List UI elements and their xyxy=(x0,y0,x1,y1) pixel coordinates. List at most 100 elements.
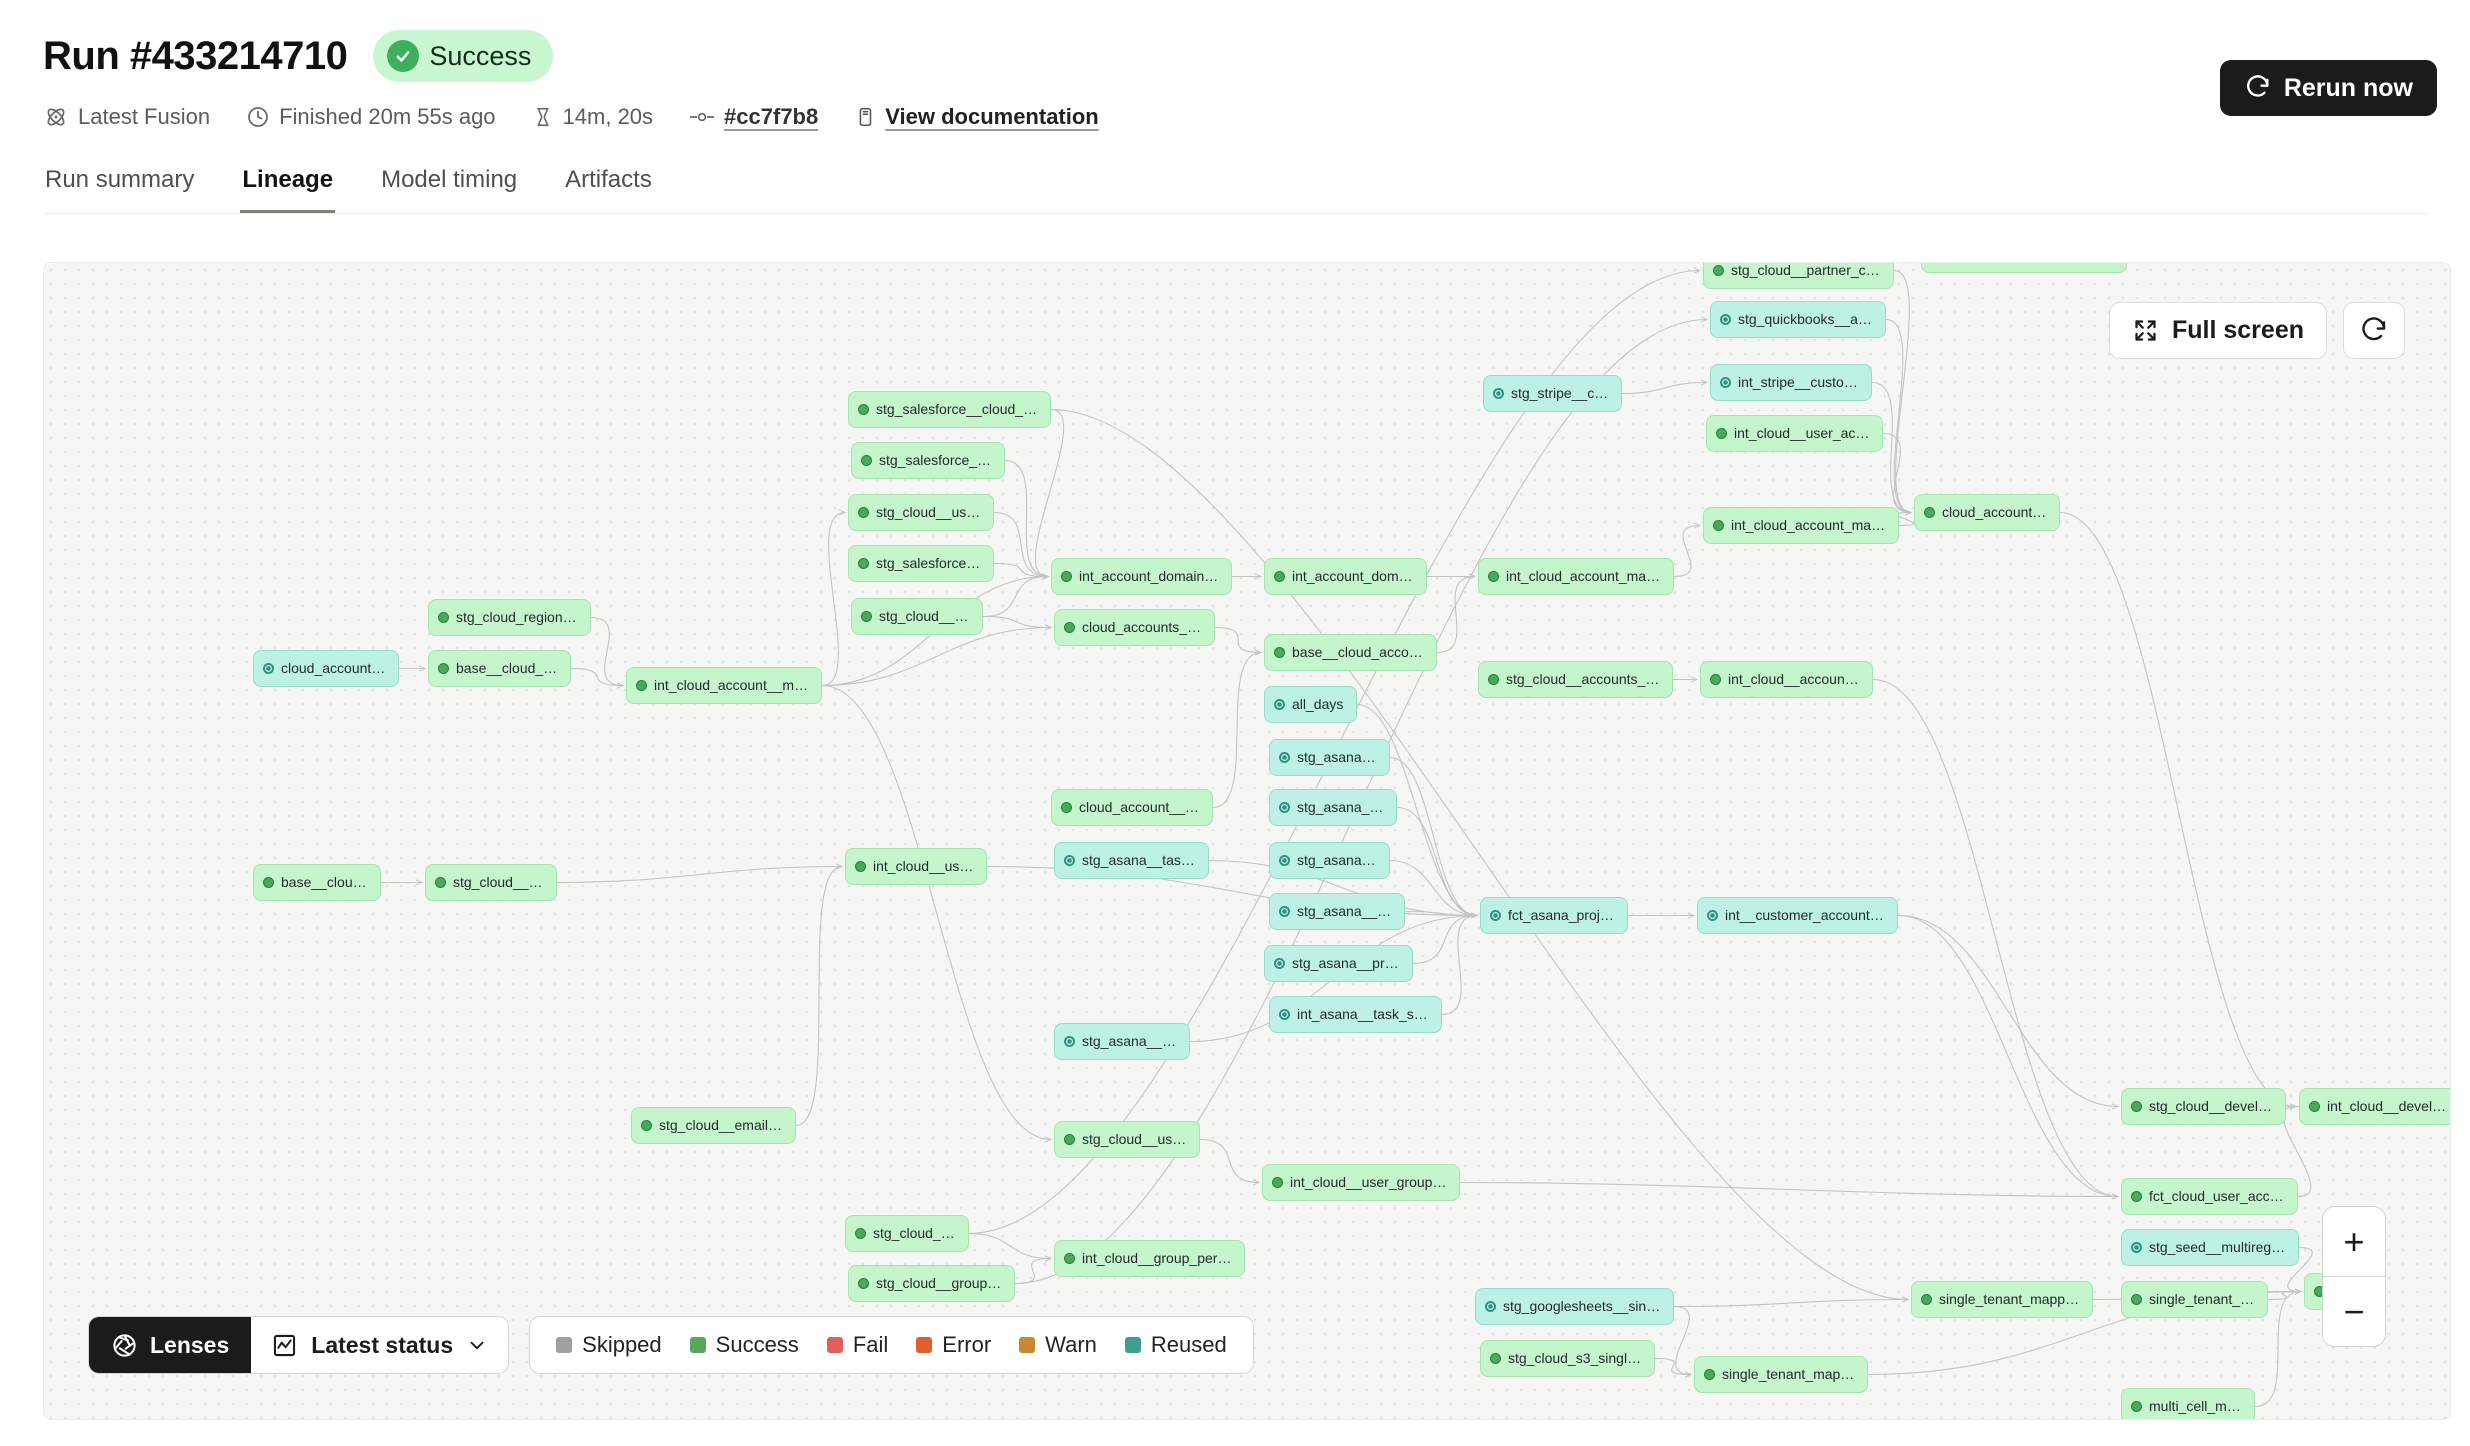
lineage-node[interactable]: stg_asana__… xyxy=(1269,893,1406,930)
success-status-icon xyxy=(1064,1252,1075,1264)
lineage-node[interactable]: int_cloud_account_ma… xyxy=(1478,558,1675,595)
lineage-node[interactable]: stg_cloud__accounts_… xyxy=(1478,661,1674,698)
lineage-node[interactable]: stg_asana… xyxy=(1269,842,1390,879)
view-documentation-link[interactable]: View documentation xyxy=(885,104,1099,129)
lineage-node[interactable]: stg_salesforce… xyxy=(848,545,995,582)
full-screen-button[interactable]: Full screen xyxy=(2109,302,2327,359)
lineage-node[interactable]: int_cloud_account__m… xyxy=(626,667,823,704)
node-label: base__cloud_… xyxy=(456,660,558,676)
lineage-node[interactable]: int_account_dom… xyxy=(1264,558,1427,595)
docs-link-wrap: View documentation xyxy=(854,104,1099,130)
status-badge-label: Success xyxy=(429,40,532,71)
success-status-icon xyxy=(641,1119,652,1131)
lineage-node[interactable]: fct_asana_proj… xyxy=(1480,897,1628,934)
success-status-icon xyxy=(2131,1293,2142,1305)
lineage-node[interactable]: stg_cloud_s3_singl… xyxy=(1480,1340,1656,1377)
lineage-node[interactable]: int_cloud__group_per… xyxy=(1054,1240,1246,1277)
lineage-node[interactable]: stg_salesforce__cloud_… xyxy=(848,391,1052,428)
lineage-node[interactable]: base__cloud_… xyxy=(428,650,572,687)
lineage-node[interactable]: int_cloud__partner_com… xyxy=(1921,263,2128,273)
lineage-node[interactable]: cloud_account… xyxy=(253,650,400,687)
legend-item-warn: Warn xyxy=(1019,1332,1097,1358)
success-status-icon xyxy=(263,876,274,888)
lineage-node[interactable]: stg_quickbooks__a… xyxy=(1710,301,1886,338)
lineage-node[interactable]: int_cloud__accoun… xyxy=(1700,661,1873,698)
lineage-node[interactable]: all_days xyxy=(1264,686,1358,723)
success-status-icon xyxy=(1716,427,1727,439)
lineage-node[interactable]: stg_asana__… xyxy=(1054,1023,1191,1060)
lineage-node[interactable]: cloud_account… xyxy=(1914,494,2061,531)
lineage-node[interactable]: stg_cloud__partner_c… xyxy=(1703,263,1894,289)
legend-item-error: Error xyxy=(916,1332,991,1358)
lineage-node[interactable]: int__customer_account… xyxy=(1697,897,1898,934)
lineage-node[interactable]: single_tenant_… xyxy=(2121,1281,2269,1318)
node-label: cloud_account… xyxy=(1942,504,2047,520)
lenses-group: Lenses Latest status xyxy=(88,1316,510,1374)
run-meta: Latest Fusion Finished 20m 55s ago 14m, … xyxy=(43,104,1099,130)
lineage-node[interactable]: stg_cloud__group… xyxy=(848,1265,1016,1302)
tab-model-timing[interactable]: Model timing xyxy=(381,166,518,193)
node-label: stg_salesforce__cloud_… xyxy=(876,401,1038,417)
lineage-node[interactable]: multi_cell_m… xyxy=(2121,1388,2255,1419)
zoom-out-button[interactable]: − xyxy=(2323,1277,2385,1346)
finished-time: Finished 20m 55s ago xyxy=(246,104,496,130)
tab-artifacts[interactable]: Artifacts xyxy=(565,166,652,193)
node-label: stg_cloud__… xyxy=(879,608,969,624)
lineage-node[interactable]: base__cloud_acco… xyxy=(1264,634,1437,671)
lineage-node[interactable]: stg_asana_… xyxy=(1269,789,1398,826)
commit-link[interactable]: #cc7f7b8 xyxy=(724,104,819,129)
lineage-node[interactable]: stg_asana… xyxy=(1269,739,1390,776)
node-label: stg_asana__pr… xyxy=(1292,955,1399,971)
lineage-node[interactable]: stg_cloud__us… xyxy=(848,494,995,531)
lineage-node[interactable]: int_asana__task_s… xyxy=(1269,996,1442,1033)
node-label: stg_cloud__… xyxy=(453,874,543,890)
latest-status-dropdown[interactable]: Latest status xyxy=(251,1317,509,1373)
success-status-icon xyxy=(861,610,872,622)
latest-fusion: Latest Fusion xyxy=(43,104,210,130)
lineage-node[interactable]: stg_cloud__us… xyxy=(1054,1121,1201,1158)
lineage-node[interactable]: int_cloud__user_group… xyxy=(1262,1164,1461,1201)
node-label: int_cloud__devel… xyxy=(2327,1098,2447,1114)
lineage-node[interactable]: stg_cloud_region… xyxy=(428,599,591,636)
success-status-icon xyxy=(861,454,872,466)
node-label: base__cloud_acco… xyxy=(1292,644,1423,660)
lineage-node[interactable]: stg_cloud__devel… xyxy=(2121,1088,2286,1125)
lineage-node[interactable]: stg_salesforce_… xyxy=(851,442,1006,479)
tab-bar: Run summary Lineage Model timing Artifacts xyxy=(43,160,2427,214)
rerun-now-button[interactable]: Rerun now xyxy=(2219,60,2437,116)
zoom-in-button[interactable]: + xyxy=(2323,1207,2385,1276)
lineage-node[interactable]: single_tenant_map… xyxy=(1694,1356,1869,1393)
lineage-node[interactable]: int_cloud__user_ac… xyxy=(1706,415,1884,452)
lenses-button[interactable]: Lenses xyxy=(89,1317,252,1373)
lineage-node[interactable]: base__clou… xyxy=(253,864,381,901)
lineage-node[interactable]: stg_cloud_… xyxy=(845,1215,969,1252)
lineage-node[interactable]: int_account_domain… xyxy=(1051,558,1233,595)
lineage-node[interactable]: int_stripe__custo… xyxy=(1710,364,1872,401)
lineage-node[interactable]: stg_cloud__… xyxy=(425,864,557,901)
success-status-icon xyxy=(1488,673,1499,685)
lineage-node[interactable]: stg_seed__multireg… xyxy=(2121,1229,2300,1266)
lineage-node[interactable]: stg_asana__tas… xyxy=(1054,842,1209,879)
success-status-icon xyxy=(1921,1293,1932,1305)
node-label: stg_googlesheets__sin… xyxy=(1503,1298,1661,1314)
lineage-canvas[interactable]: stg_cloud__partner_c… stg_quickbooks__a… i… xyxy=(43,262,2451,1420)
lineage-node[interactable]: int_cloud__devel… xyxy=(2299,1088,2450,1125)
lineage-node[interactable]: int_cloud_account_ma… xyxy=(1703,507,1900,544)
lineage-node[interactable]: cloud_account__… xyxy=(1051,789,1213,826)
lineage-node[interactable]: int_cloud__us… xyxy=(845,848,988,885)
lineage-node[interactable]: stg_asana__pr… xyxy=(1264,945,1413,982)
lineage-node[interactable]: stg_googlesheets__sin… xyxy=(1475,1288,1675,1325)
tab-run-summary[interactable]: Run summary xyxy=(45,166,195,193)
lineage-node[interactable]: single_tenant_mapp… xyxy=(1911,1281,2094,1318)
reused-status-icon xyxy=(1274,698,1285,710)
node-label: int_asana__task_s… xyxy=(1297,1006,1428,1022)
lineage-node[interactable]: fct_cloud_user_acc… xyxy=(2121,1178,2298,1215)
lineage-node[interactable]: stg_stripe__c… xyxy=(1483,375,1623,412)
lineage-node[interactable]: cloud_accounts_… xyxy=(1054,609,1216,646)
node-label: stg_asana… xyxy=(1297,852,1376,868)
lineage-node[interactable]: stg_cloud__… xyxy=(851,598,983,635)
success-status-icon xyxy=(858,403,869,415)
lineage-node[interactable]: stg_cloud__email… xyxy=(631,1107,796,1144)
tab-lineage[interactable]: Lineage xyxy=(240,160,336,213)
canvas-refresh-button[interactable] xyxy=(2343,302,2405,359)
